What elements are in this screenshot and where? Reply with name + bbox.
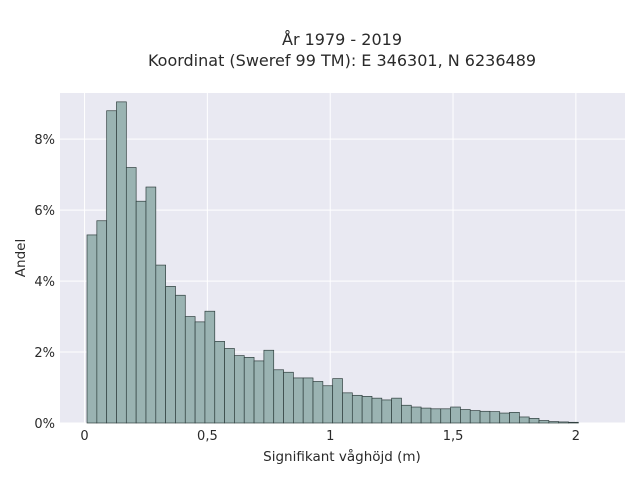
histogram-bar [371, 397, 383, 424]
y-axis-ticks: 0% 2% 4% 6% 8% [34, 133, 55, 432]
histogram-bar [351, 394, 363, 424]
histogram-bar [420, 407, 432, 424]
y-tick-label: 2% [34, 346, 55, 361]
histogram-bar [145, 186, 157, 424]
histogram-bar [401, 404, 412, 424]
histogram-bar [125, 167, 137, 424]
histogram-bar [302, 377, 314, 424]
histogram-bar [430, 408, 442, 424]
histogram-bar [96, 220, 108, 424]
histogram-bar [273, 369, 284, 424]
histogram-bar [155, 264, 166, 424]
histogram-bar [450, 406, 461, 424]
histogram-bar [342, 392, 353, 424]
histogram-bar [322, 385, 334, 424]
histogram-bar [204, 310, 216, 424]
histogram-bar [410, 406, 422, 424]
chart-title: År 1979 - 2019 [282, 30, 402, 49]
histogram-bar [332, 378, 343, 424]
y-tick-label: 8% [34, 133, 55, 148]
histogram-bar [548, 421, 560, 424]
histogram-bar [293, 377, 304, 424]
y-tick-label: 0% [34, 417, 55, 432]
histogram-bar [175, 294, 186, 424]
x-tick-label: 1,5 [443, 429, 464, 444]
histogram-bar [116, 101, 127, 424]
histogram-bar [184, 316, 196, 424]
histogram-bar [361, 396, 373, 424]
chart-subtitle: Koordinat (Sweref 99 TM): E 346301, N 62… [148, 51, 536, 70]
x-tick-label: 2 [572, 429, 580, 444]
y-tick-label: 6% [34, 204, 55, 219]
bars [86, 101, 579, 424]
histogram-bar [283, 371, 294, 424]
y-axis-label: Andel [13, 239, 29, 277]
x-axis-label: Signifikant våghöjd (m) [263, 448, 421, 465]
histogram-bar [253, 360, 265, 424]
histogram-bar [558, 421, 569, 424]
histogram-bar [440, 408, 451, 424]
histogram-bar [381, 399, 392, 424]
histogram-bar [528, 418, 540, 424]
histogram-bar [538, 420, 550, 424]
histogram-bar [469, 410, 481, 424]
histogram-bar [479, 410, 491, 424]
x-tick-label: 1 [326, 429, 334, 444]
histogram-bar [519, 416, 530, 424]
histogram-bar [106, 110, 117, 424]
x-tick-label: 0 [80, 429, 88, 444]
histogram-bar [165, 286, 176, 424]
histogram-bar [499, 412, 510, 424]
histogram-bar [214, 341, 225, 424]
histogram-bar [86, 234, 98, 424]
histogram-bar [243, 357, 255, 424]
histogram-bar [312, 381, 324, 424]
histogram-bar [568, 421, 579, 424]
histogram-bar [460, 409, 471, 424]
x-axis-ticks: 0 0,5 1 1,5 2 [80, 429, 580, 444]
histogram-bar [391, 397, 402, 424]
x-tick-label: 0,5 [197, 429, 218, 444]
histogram-bar [224, 348, 235, 424]
histogram-bar [234, 355, 245, 424]
histogram-bar [194, 321, 206, 424]
histogram-bar [509, 412, 520, 424]
histogram-bar [263, 349, 275, 424]
y-tick-label: 4% [34, 275, 55, 290]
histogram-bar [135, 200, 147, 424]
histogram-bar [489, 411, 501, 424]
